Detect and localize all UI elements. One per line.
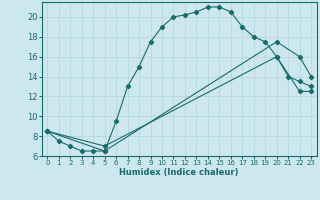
- X-axis label: Humidex (Indice chaleur): Humidex (Indice chaleur): [119, 168, 239, 177]
